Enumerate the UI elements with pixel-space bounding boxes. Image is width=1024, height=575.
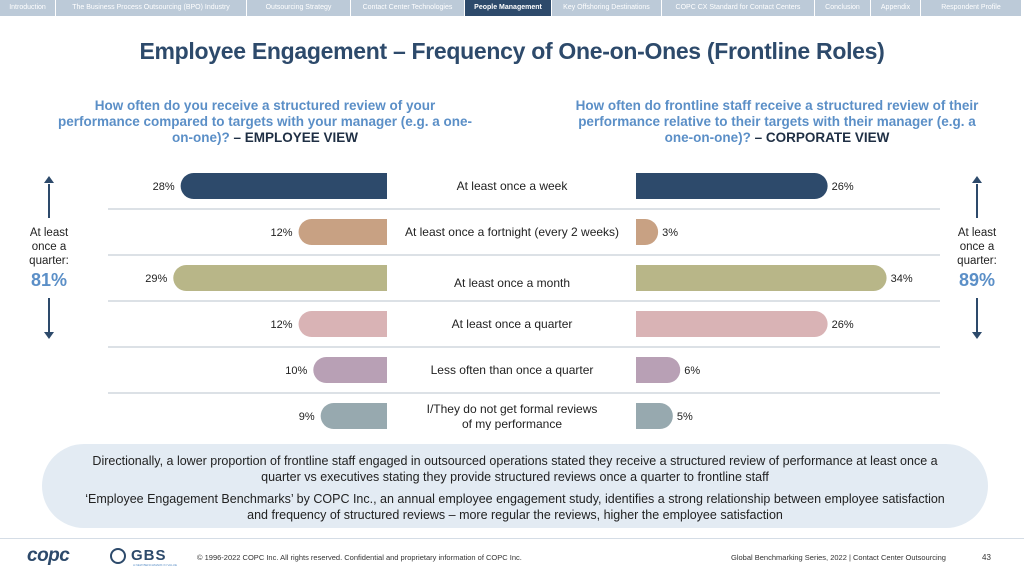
- category-label: At least once a month: [454, 276, 570, 290]
- category-label: At least once a quarter: [452, 317, 573, 331]
- summary-paragraph-1: Directionally, a lower proportion of fro…: [92, 454, 938, 484]
- copc-logo: copc: [27, 545, 70, 566]
- category-label: At least once a fortnight (every 2 weeks…: [405, 225, 619, 239]
- corporate-bar: [636, 173, 828, 199]
- employee-question-text: How often do you receive a structured re…: [57, 98, 473, 145]
- arrowhead-up-icon: [972, 176, 982, 183]
- corporate-value-label: 34%: [891, 273, 913, 285]
- footer-divider: [0, 538, 1024, 539]
- arrow-up-icon: [48, 184, 50, 218]
- arrowhead-up-icon: [44, 176, 54, 183]
- corporate-value-label: 26%: [832, 181, 854, 193]
- corporate-quarter-value: 89%: [958, 270, 996, 290]
- page-title: Employee Engagement – Frequency of One-o…: [139, 38, 885, 64]
- employee-bar: [298, 311, 387, 337]
- employee-bar: [320, 403, 387, 429]
- tab-the-business-process-outsourcing-bpo-industry[interactable]: The Business Process Outsourcing (BPO) I…: [56, 0, 246, 16]
- corporate-quarter-label: At least once a quarter:: [957, 227, 997, 267]
- employee-value-label: 12%: [271, 319, 293, 331]
- series-text: Global Benchmarking Series, 2022 | Conta…: [731, 553, 946, 562]
- category-label: At least once a week: [457, 179, 569, 193]
- gbs-logo: GBS: [131, 547, 167, 564]
- employee-view-label: – EMPLOYEE VIEW: [233, 130, 359, 145]
- arrowhead-down-icon: [972, 332, 982, 339]
- employee-bar: [173, 265, 387, 291]
- corporate-bar: [636, 265, 887, 291]
- corporate-value-label: 6%: [684, 365, 700, 377]
- employee-bar: [313, 357, 387, 383]
- employee-value-label: 12%: [271, 227, 293, 239]
- tab-copc-cx-standard-for-contact-centers[interactable]: COPC CX Standard for Contact Centers: [662, 0, 814, 16]
- gbs-tagline: A NEW BENCHMARK IN VALUE: [133, 563, 177, 567]
- globe-icon: [110, 548, 126, 564]
- employee-value-label: 9%: [299, 411, 315, 423]
- tab-contact-center-technologies[interactable]: Contact Center Technologies: [351, 0, 464, 16]
- employee-value-label: 29%: [145, 273, 167, 285]
- employee-value-label: 28%: [153, 181, 175, 193]
- employee-question: How often do you receive a structured re…: [55, 98, 475, 146]
- arrow-down-icon: [976, 298, 978, 334]
- corporate-bar: [636, 311, 828, 337]
- top-navigation: Introduction The Business Process Outsour…: [0, 0, 1024, 16]
- corporate-question-text: How often do frontline staff receive a s…: [575, 98, 979, 145]
- page-number: 43: [982, 553, 991, 562]
- corporate-quarter-summary: At least once a quarter: 89%: [950, 176, 1004, 339]
- corporate-bar: [636, 403, 673, 429]
- tab-appendix[interactable]: Appendix: [871, 0, 920, 16]
- arrow-up-icon: [976, 184, 978, 218]
- category-label: Less often than once a quarter: [431, 363, 594, 377]
- tab-people-management[interactable]: People Management: [465, 0, 551, 16]
- employee-value-label: 10%: [285, 365, 307, 377]
- tab-introduction[interactable]: Introduction: [0, 0, 55, 16]
- employee-quarter-value: 81%: [30, 270, 68, 290]
- corporate-value-label: 3%: [662, 227, 678, 239]
- summary-paragraph-2: ‘Employee Engagement Benchmarks’ by COPC…: [85, 492, 945, 522]
- employee-bar: [298, 219, 387, 245]
- category-label: I/They do not get formal reviews of my pe…: [427, 402, 598, 430]
- corporate-value-label: 26%: [832, 319, 854, 331]
- employee-quarter-label: At least once a quarter:: [29, 227, 69, 267]
- corporate-question: How often do frontline staff receive a s…: [567, 98, 987, 146]
- corporate-value-label: 5%: [677, 411, 693, 423]
- corporate-bar: [636, 219, 659, 245]
- arrow-down-icon: [48, 298, 50, 334]
- corporate-view-label: – CORPORATE VIEW: [754, 130, 890, 145]
- copyright-text: © 1996-2022 COPC Inc. All rights reserve…: [197, 553, 522, 562]
- tab-key-offshoring-destinations[interactable]: Key Offshoring Destinations: [552, 0, 661, 16]
- employee-quarter-summary: At least once a quarter: 81%: [22, 176, 76, 339]
- diverging-bar-chart: 28% 26% At least once a week 12% 3% At least …: [108, 173, 940, 430]
- tab-conclusion[interactable]: Conclusion: [815, 0, 870, 16]
- summary-box: Directionally, a lower proportion of fro…: [42, 444, 988, 528]
- corporate-bar: [636, 357, 681, 383]
- tab-respondent-profile[interactable]: Respondent Profile: [921, 0, 1021, 16]
- employee-bar: [180, 173, 387, 199]
- arrowhead-down-icon: [44, 332, 54, 339]
- tab-outsourcing-strategy[interactable]: Outsourcing Strategy: [247, 0, 350, 16]
